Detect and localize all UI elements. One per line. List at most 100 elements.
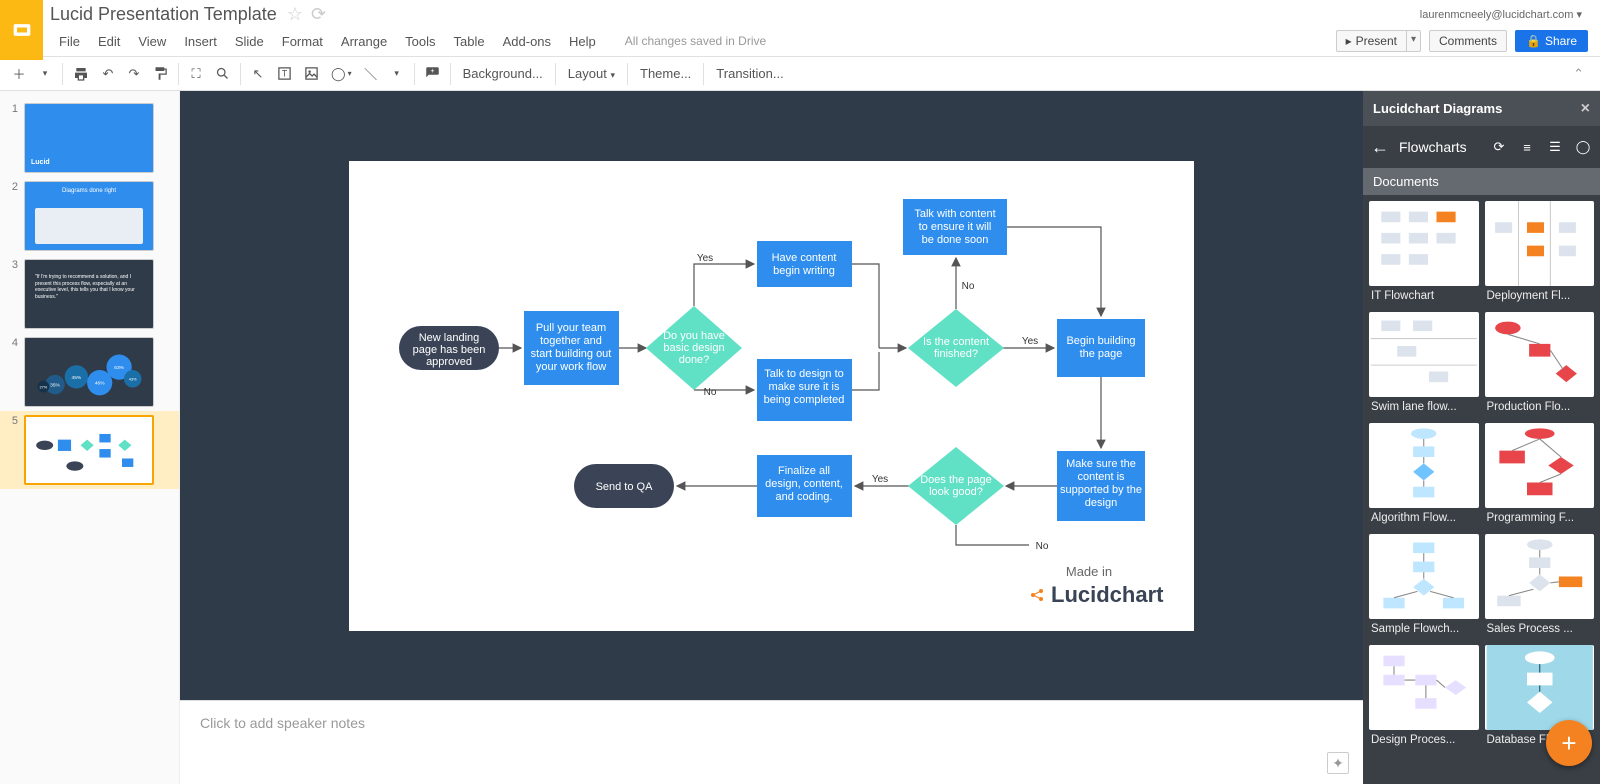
thumb-2[interactable]: 2 Diagrams done right [0,177,179,255]
svg-text:27%: 27% [39,385,47,390]
menu-edit[interactable]: Edit [89,30,129,53]
sort-icon[interactable]: ≡ [1518,140,1536,155]
doc-card[interactable]: Sales Process ... [1485,534,1595,639]
fab-add-button[interactable]: + [1546,720,1592,766]
thumb-4[interactable]: 4 35% 45% 46% 63% 43% 27% [0,333,179,411]
transition-button[interactable]: Transition... [708,62,791,85]
speaker-notes[interactable]: Click to add speaker notes ✦ [180,700,1363,784]
doc-card[interactable]: Swim lane flow... [1369,312,1479,417]
new-slide-button[interactable]: ＋ [7,61,31,87]
doc-card[interactable]: IT Flowchart [1369,201,1479,306]
separator [240,63,241,85]
svg-text:and coding.: and coding. [776,491,833,503]
menu-arrange[interactable]: Arrange [332,30,396,53]
svg-text:your work flow: your work flow [536,361,606,373]
thumb-3[interactable]: 3 "If I'm trying to recommend a solution… [0,255,179,333]
separator [62,63,63,85]
zoom-fit-icon[interactable]: ⛶ [184,61,208,87]
slide-stage[interactable]: Yes No No Yes Yes No New landing page ha… [180,91,1363,700]
account-icon[interactable]: ◯ [1574,139,1592,155]
comments-button[interactable]: Comments [1429,30,1507,52]
separator [450,63,451,85]
undo-icon[interactable]: ↶ [96,61,120,87]
slides-logo[interactable] [0,0,43,60]
document-title[interactable]: Lucid Presentation Template [50,4,277,25]
notes-placeholder: Click to add speaker notes [200,715,365,731]
menu-help[interactable]: Help [560,30,605,53]
svg-text:Finalize all: Finalize all [778,465,830,477]
svg-text:Talk to design to: Talk to design to [764,368,844,380]
star-icon[interactable]: ☆ [287,4,303,25]
svg-text:New landing: New landing [419,332,480,344]
background-button[interactable]: Background... [455,62,551,85]
lucidchart-panel: Lucidchart Diagrams × ← Flowcharts ⟳ ≡ ☰… [1363,91,1600,784]
line-icon[interactable]: ＼ [359,61,383,87]
menu-format[interactable]: Format [273,30,332,53]
svg-text:design, content,: design, content, [765,478,843,490]
svg-text:content is: content is [1077,471,1125,483]
menu-table[interactable]: Table [445,30,494,53]
svg-text:Lucidchart: Lucidchart [1051,582,1164,607]
back-icon[interactable]: ← [1371,137,1389,158]
layout-button[interactable]: Layout ▾ [560,62,623,85]
svg-text:No: No [704,387,717,398]
separator [627,63,628,85]
print-icon[interactable] [68,61,94,87]
thumb-1[interactable]: 1 Lucid [0,99,179,177]
user-email[interactable]: laurenmcneely@lucidchart.com [1420,9,1574,21]
comment-icon[interactable]: + [420,61,445,87]
paint-format-icon[interactable] [148,61,173,87]
separator [703,63,704,85]
present-dropdown[interactable]: ▾ [1407,30,1421,52]
menu-file[interactable]: File [50,30,89,53]
panel-section: Documents [1363,168,1600,195]
doc-card[interactable]: Algorithm Flow... [1369,423,1479,528]
svg-text:Make sure the: Make sure the [1066,458,1136,470]
doc-card[interactable]: Design Proces... [1369,645,1479,750]
doc-card[interactable]: Deployment Fl... [1485,201,1595,306]
svg-text:Do you have: Do you have [663,330,725,342]
menu-slide[interactable]: Slide [226,30,273,53]
textbox-icon[interactable]: T [272,61,297,87]
svg-text:design: design [1085,497,1117,509]
share-button[interactable]: 🔒 Share [1515,30,1588,52]
svg-text:begin writing: begin writing [773,265,835,277]
svg-text:approved: approved [426,356,472,368]
select-icon[interactable]: ↖ [246,61,270,87]
svg-text:being completed: being completed [764,394,845,406]
refresh-icon[interactable]: ⟳ [1490,139,1508,155]
svg-text:No: No [962,281,975,292]
cloud-icon[interactable]: ⟳ [311,4,326,25]
separator [414,63,415,85]
menu-view[interactable]: View [129,30,175,53]
collapse-toolbar-icon[interactable]: ⌃ [1563,62,1594,86]
svg-text:Send to QA: Send to QA [596,481,654,493]
svg-text:63%: 63% [114,365,124,371]
explore-icon[interactable]: ✦ [1327,752,1349,774]
doc-card[interactable]: Programming F... [1485,423,1595,528]
svg-text:the page: the page [1080,348,1123,360]
list-icon[interactable]: ☰ [1546,139,1564,155]
image-icon[interactable] [299,61,324,87]
svg-text:look good?: look good? [929,486,983,498]
line-dropdown[interactable]: ▾ [385,61,409,87]
close-icon[interactable]: × [1581,100,1590,118]
svg-text:start building out: start building out [531,348,612,360]
doc-card[interactable]: Sample Flowch... [1369,534,1479,639]
separator [555,63,556,85]
redo-icon[interactable]: ↷ [122,61,146,87]
menu-tools[interactable]: Tools [396,30,444,53]
toolbar: ＋ ▾ ↶ ↷ ⛶ ↖ T ◯▾ ＼ ▾ + Background... Lay… [0,56,1600,91]
thumb-5[interactable]: 5 [0,411,179,489]
doc-card[interactable]: Production Flo... [1485,312,1595,417]
menu-addons[interactable]: Add-ons [494,30,560,53]
zoom-icon[interactable] [210,61,235,87]
present-button[interactable]: ▸ Present [1336,30,1407,52]
svg-text:43%: 43% [129,377,137,382]
theme-button[interactable]: Theme... [632,62,699,85]
slide[interactable]: Yes No No Yes Yes No New landing page ha… [349,161,1194,631]
shape-icon[interactable]: ◯▾ [326,61,357,87]
panel-title: Lucidchart Diagrams [1373,101,1502,116]
new-slide-dropdown[interactable]: ▾ [33,61,57,87]
menu-insert[interactable]: Insert [175,30,226,53]
